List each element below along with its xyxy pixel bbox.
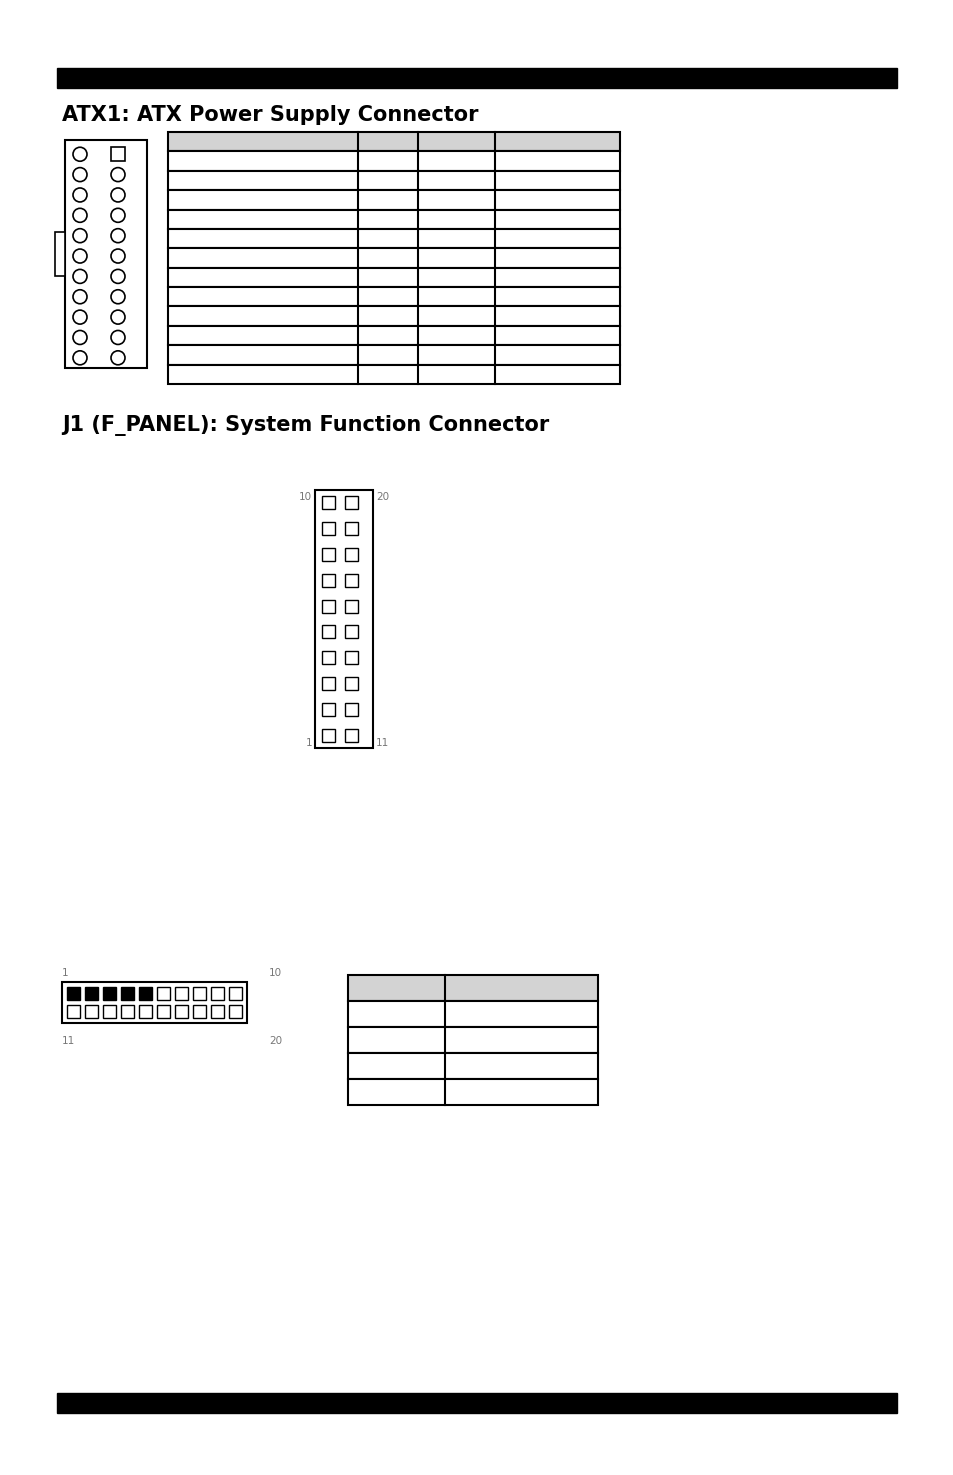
Bar [345,549,357,560]
Bar [174,987,188,1000]
Bar [103,987,116,1000]
Bar [168,229,619,248]
Bar [168,131,619,152]
Bar [121,1004,133,1018]
Bar [111,148,125,161]
Bar [168,248,619,267]
Text: J1 (F_PANEL): System Function Connector: J1 (F_PANEL): System Function Connector [62,414,549,437]
Bar [157,1004,170,1018]
Bar [168,190,619,209]
Bar [193,1004,206,1018]
Bar [65,140,147,367]
Text: 10: 10 [298,493,312,502]
Bar [168,288,619,307]
Bar [322,497,335,509]
Text: 20: 20 [375,493,389,502]
Bar [322,729,335,742]
Bar [348,975,598,1002]
Bar [139,1004,152,1018]
Bar [121,987,133,1000]
Text: 11: 11 [375,738,389,748]
Bar [157,987,170,1000]
Bar [193,987,206,1000]
Bar [345,650,357,664]
Bar [168,307,619,326]
Bar [168,326,619,345]
Bar [67,987,80,1000]
Bar [168,345,619,364]
Bar [322,600,335,612]
Bar [168,364,619,384]
Bar [345,625,357,639]
Bar [229,1004,242,1018]
Bar [345,574,357,587]
Bar [168,209,619,229]
Bar [103,1004,116,1018]
Bar [139,987,152,1000]
Bar [168,171,619,190]
Bar [345,729,357,742]
Bar [322,574,335,587]
Text: 1: 1 [62,968,69,978]
Bar [229,987,242,1000]
Bar [348,1027,598,1053]
Bar [322,549,335,560]
Bar [345,497,357,509]
Bar [85,1004,98,1018]
Bar [168,267,619,288]
Bar [168,152,619,171]
Bar [348,1080,598,1105]
Text: 1: 1 [305,738,312,748]
Bar [348,1002,598,1027]
Text: 11: 11 [62,1035,75,1046]
Bar [345,677,357,690]
Bar [345,702,357,715]
Bar [314,490,373,748]
Bar [345,522,357,535]
Bar [322,702,335,715]
Bar [322,650,335,664]
Text: ATX1: ATX Power Supply Connector: ATX1: ATX Power Supply Connector [62,105,478,125]
Bar [62,982,247,1024]
Bar [85,987,98,1000]
Bar [67,1004,80,1018]
Bar [211,987,224,1000]
Bar [322,677,335,690]
Bar [345,600,357,612]
Text: 20: 20 [269,1035,282,1046]
Bar [322,522,335,535]
Bar [211,1004,224,1018]
Text: 10: 10 [269,968,282,978]
Bar [57,68,896,88]
Bar [55,232,65,276]
Bar [322,625,335,639]
Bar [174,1004,188,1018]
Bar [57,1392,896,1413]
Bar [348,1053,598,1080]
